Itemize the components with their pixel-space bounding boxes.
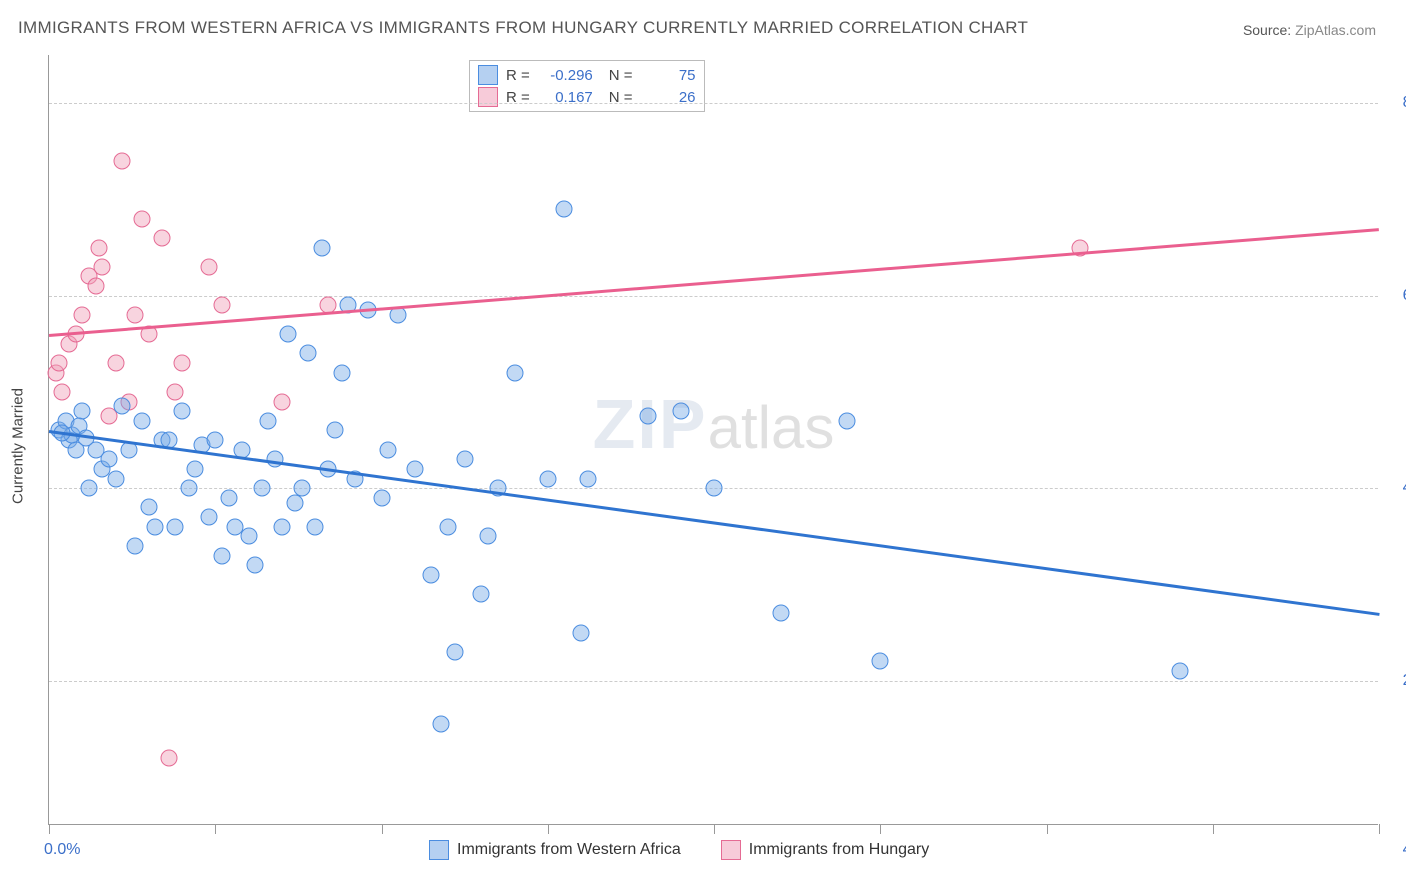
y-tick-label: 20.0% <box>1403 672 1406 690</box>
data-point <box>87 278 104 295</box>
data-point <box>50 355 67 372</box>
data-point <box>1171 663 1188 680</box>
data-point <box>107 470 124 487</box>
data-point <box>579 470 596 487</box>
data-point <box>406 460 423 477</box>
data-point <box>433 715 450 732</box>
x-tick-label: 40.0% <box>1403 841 1406 859</box>
data-point <box>267 451 284 468</box>
data-point <box>174 403 191 420</box>
data-point <box>154 229 171 246</box>
data-point <box>107 355 124 372</box>
data-point <box>134 412 151 429</box>
data-point <box>114 398 131 415</box>
x-tick <box>880 824 881 834</box>
data-point <box>247 557 264 574</box>
data-point <box>872 653 889 670</box>
data-point <box>213 297 230 314</box>
source-link[interactable]: ZipAtlas.com <box>1295 22 1376 38</box>
y-tick-label: 40.0% <box>1403 479 1406 497</box>
data-point <box>127 306 144 323</box>
data-point <box>307 518 324 535</box>
data-point <box>200 258 217 275</box>
data-point <box>473 586 490 603</box>
data-point <box>672 403 689 420</box>
data-point <box>207 432 224 449</box>
data-point <box>200 509 217 526</box>
x-tick <box>548 824 549 834</box>
data-point <box>180 480 197 497</box>
correlation-chart: ZIPatlas R = -0.296 N = 75 R = 0.167 N =… <box>48 55 1378 825</box>
swatch-western-africa-b <box>429 840 449 860</box>
data-point <box>456 451 473 468</box>
trendline <box>49 228 1379 336</box>
trendline <box>49 430 1379 615</box>
data-point <box>479 528 496 545</box>
data-point <box>80 480 97 497</box>
watermark: ZIPatlas <box>593 384 835 464</box>
swatch-hungary-b <box>721 840 741 860</box>
data-point <box>174 355 191 372</box>
data-point <box>280 326 297 343</box>
data-point <box>440 518 457 535</box>
data-point <box>220 489 237 506</box>
data-point <box>423 566 440 583</box>
y-tick-label: 60.0% <box>1403 287 1406 305</box>
legend-series: Immigrants from Western Africa Immigrant… <box>429 840 929 860</box>
gridline <box>49 296 1378 297</box>
data-point <box>772 605 789 622</box>
data-point <box>706 480 723 497</box>
data-point <box>333 364 350 381</box>
data-point <box>273 393 290 410</box>
data-point <box>380 441 397 458</box>
x-tick <box>1379 824 1380 834</box>
data-point <box>127 537 144 554</box>
source-attribution: Source: ZipAtlas.com <box>1243 22 1376 38</box>
data-point <box>300 345 317 362</box>
data-point <box>54 383 71 400</box>
data-point <box>74 306 91 323</box>
data-point <box>147 518 164 535</box>
data-point <box>373 489 390 506</box>
data-point <box>639 407 656 424</box>
gridline <box>49 681 1378 682</box>
data-point <box>313 239 330 256</box>
x-tick <box>1047 824 1048 834</box>
data-point <box>839 412 856 429</box>
x-tick-label: 0.0% <box>44 841 80 859</box>
data-point <box>100 451 117 468</box>
data-point <box>539 470 556 487</box>
data-point <box>253 480 270 497</box>
data-point <box>506 364 523 381</box>
data-point <box>94 258 111 275</box>
data-point <box>167 518 184 535</box>
data-point <box>187 460 204 477</box>
data-point <box>140 499 157 516</box>
x-tick <box>49 824 50 834</box>
data-point <box>134 210 151 227</box>
gridline <box>49 103 1378 104</box>
data-point <box>293 480 310 497</box>
x-tick <box>215 824 216 834</box>
y-tick-label: 80.0% <box>1403 94 1406 112</box>
data-point <box>446 643 463 660</box>
data-point <box>260 412 277 429</box>
data-point <box>160 749 177 766</box>
x-tick <box>714 824 715 834</box>
data-point <box>556 201 573 218</box>
data-point <box>167 383 184 400</box>
y-axis-label: Currently Married <box>10 388 27 504</box>
data-point <box>213 547 230 564</box>
data-point <box>114 152 131 169</box>
page-title: IMMIGRANTS FROM WESTERN AFRICA VS IMMIGR… <box>18 18 1028 38</box>
legend-stats: R = -0.296 N = 75 R = 0.167 N = 26 <box>469 60 705 112</box>
data-point <box>240 528 257 545</box>
x-tick <box>1213 824 1214 834</box>
data-point <box>273 518 290 535</box>
swatch-western-africa <box>478 65 498 85</box>
data-point <box>90 239 107 256</box>
data-point <box>326 422 343 439</box>
x-tick <box>382 824 383 834</box>
data-point <box>573 624 590 641</box>
